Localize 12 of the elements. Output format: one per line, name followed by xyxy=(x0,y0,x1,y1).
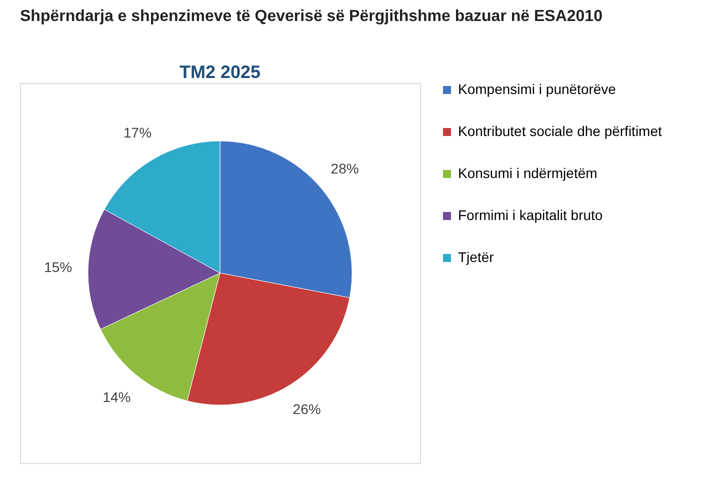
data-label: 17% xyxy=(124,124,152,141)
data-label: 26% xyxy=(292,400,321,417)
legend-label: Konsumi i ndërmjetëm xyxy=(458,165,598,181)
data-label: 14% xyxy=(102,388,131,405)
legend-label: Formimi i kapitalit bruto xyxy=(458,207,603,223)
legend-label: Tjetër xyxy=(458,249,494,265)
chart-subtitle: TM2 2025 xyxy=(179,62,261,82)
data-label: 28% xyxy=(330,160,359,177)
legend-label: Kontributet sociale dhe përfitimet xyxy=(458,123,662,139)
data-label: 15% xyxy=(44,258,72,275)
chart-title: Shpërndarja e shpenzimeve të Qeverisë së Përgjithshme bazuar në ESA2010 xyxy=(20,8,603,25)
legend-label: Kompensimi i punëtorëve xyxy=(458,81,616,97)
